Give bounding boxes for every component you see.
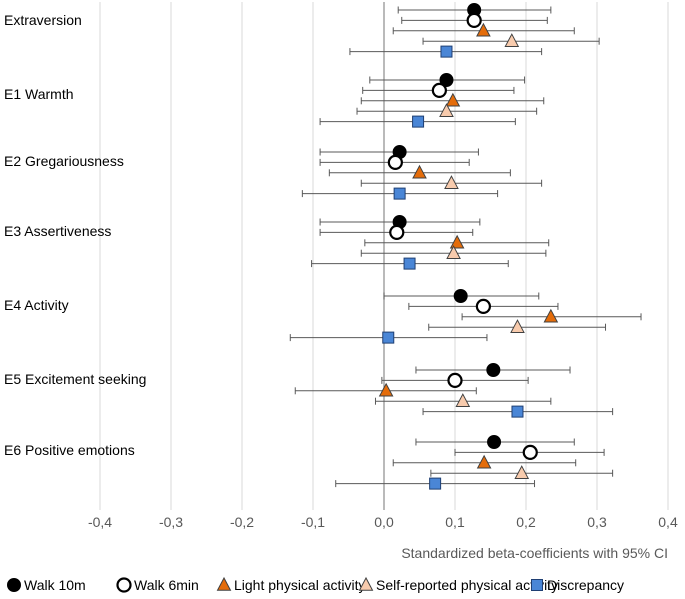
legend-label: Walk 6min: [134, 577, 199, 593]
marker-discrepancy: [393, 187, 406, 200]
marker-light-physical-activity: [476, 454, 492, 469]
marker-discrepancy: [382, 331, 395, 344]
x-tick-label: 0,0: [374, 514, 394, 530]
marker-light-physical-activity: [216, 576, 232, 591]
legend-label: Self-reported physical activity: [376, 577, 558, 593]
marker-walk-10m: [453, 289, 468, 303]
marker-discrepancy: [440, 45, 453, 58]
marker-light-physical-activity: [445, 92, 461, 107]
marker-walk-10m: [486, 363, 501, 377]
category-label: E3 Assertiveness: [4, 223, 111, 239]
x-tick-label: 0,4: [658, 514, 678, 530]
x-tick-label: 0,1: [445, 514, 465, 530]
category-label: E4 Activity: [4, 297, 69, 313]
marker-walk-6min: [475, 298, 491, 314]
marker-self-reported-physical-activity: [504, 33, 520, 47]
marker-discrepancy: [511, 405, 524, 418]
marker-light-physical-activity: [449, 234, 465, 249]
marker-walk-10m: [7, 578, 21, 592]
marker-walk-10m: [487, 435, 502, 449]
x-tick-label: 0,3: [587, 514, 607, 530]
marker-walk-6min: [466, 12, 482, 28]
marker-walk-6min: [387, 154, 403, 170]
marker-discrepancy: [429, 477, 442, 490]
marker-walk-10m: [439, 73, 454, 87]
x-tick-label: 0,2: [516, 514, 536, 530]
marker-walk-6min: [389, 224, 405, 240]
category-label: E5 Excitement seeking: [4, 371, 146, 387]
category-label: Extraversion: [4, 12, 82, 28]
category-label: E6 Positive emotions: [4, 442, 135, 458]
marker-self-reported-physical-activity: [358, 576, 374, 591]
category-label: E1 Warmth: [4, 86, 74, 102]
marker-discrepancy: [412, 115, 425, 128]
x-tick-label: -0,1: [301, 514, 325, 530]
marker-light-physical-activity: [543, 308, 559, 323]
marker-light-physical-activity: [378, 382, 394, 397]
marker-self-reported-physical-activity: [514, 465, 530, 479]
legend-label: Walk 10m: [24, 577, 86, 593]
marker-discrepancy: [403, 257, 416, 270]
marker-walk-6min: [447, 372, 463, 388]
marker-light-physical-activity: [412, 164, 427, 179]
marker-walk-6min: [431, 82, 447, 99]
category-label: E2 Gregariousness: [4, 153, 124, 169]
x-tick-label: -0,3: [159, 514, 183, 530]
x-axis-label: Standardized beta-coefficients with 95% …: [401, 545, 668, 561]
marker-light-physical-activity: [476, 22, 491, 37]
marker-self-reported-physical-activity: [455, 393, 471, 407]
marker-self-reported-physical-activity: [439, 103, 454, 117]
marker-walk-6min: [522, 444, 538, 460]
marker-self-reported-physical-activity: [446, 245, 461, 259]
legend-label: Light physical activity: [234, 577, 366, 593]
x-tick-label: -0,2: [230, 514, 254, 530]
marker-self-reported-physical-activity: [444, 175, 459, 189]
marker-self-reported-physical-activity: [510, 319, 525, 333]
marker-discrepancy: [531, 579, 543, 591]
legend-label: Discrepancy: [547, 577, 624, 593]
marker-walk-6min: [116, 577, 132, 593]
x-tick-label: -0,4: [88, 514, 112, 530]
